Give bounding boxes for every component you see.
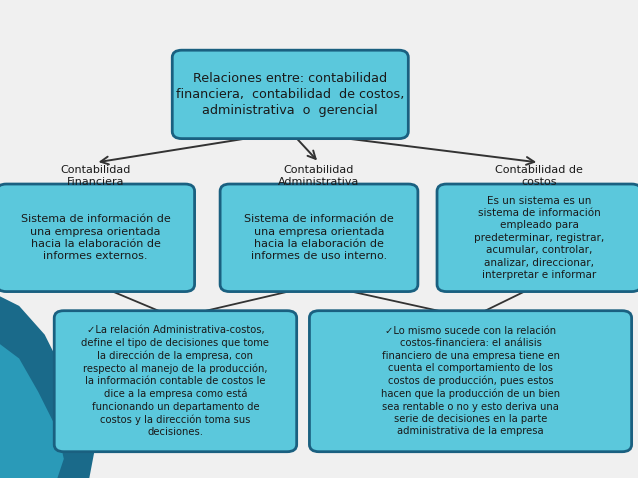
- Text: Sistema de información de
una empresa orientada
hacia la elaboración de
informes: Sistema de información de una empresa or…: [244, 214, 394, 261]
- Polygon shape: [0, 344, 64, 478]
- Text: ✓La relación Administrativa-costos,
define el tipo de decisiones que tome
la dir: ✓La relación Administrativa-costos, defi…: [82, 326, 269, 437]
- Text: Relaciones entre: contabilidad
financiera,  contabilidad  de costos,
administrat: Relaciones entre: contabilidad financier…: [176, 72, 404, 117]
- Text: ✓Lo mismo sucede con la relación
costos-financiera: el análisis
financiero de un: ✓Lo mismo sucede con la relación costos-…: [381, 326, 560, 436]
- FancyBboxPatch shape: [220, 184, 418, 292]
- Text: Contabilidad
Financiera: Contabilidad Financiera: [61, 165, 131, 186]
- Text: Es un sistema es un
sistema de información
empleado para
predeterminar, registra: Es un sistema es un sistema de informaci…: [474, 196, 604, 280]
- FancyBboxPatch shape: [309, 311, 632, 452]
- Text: Contabilidad de
costos: Contabilidad de costos: [495, 165, 583, 186]
- FancyBboxPatch shape: [0, 184, 195, 292]
- Polygon shape: [0, 296, 96, 478]
- Text: Sistema de información de
una empresa orientada
hacia la elaboración de
informes: Sistema de información de una empresa or…: [21, 214, 170, 261]
- Text: Contabilidad
Administrativa: Contabilidad Administrativa: [278, 165, 360, 186]
- FancyBboxPatch shape: [172, 50, 408, 139]
- FancyBboxPatch shape: [54, 311, 297, 452]
- FancyBboxPatch shape: [437, 184, 638, 292]
